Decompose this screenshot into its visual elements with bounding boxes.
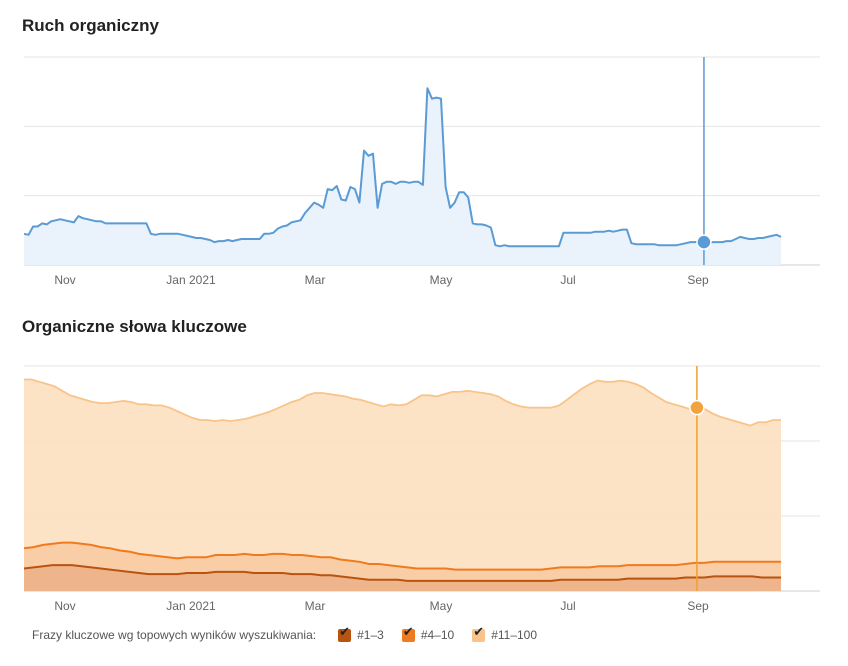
series-line-top3 [23, 564, 781, 582]
checkbox-top100[interactable]: ✔ [472, 625, 486, 642]
keyword-positions-legend: Frazy kluczowe wg topowych wyników wyszu… [32, 625, 555, 643]
x-tick-label: Mar [305, 599, 326, 613]
legend-label-top100: #11–100 [491, 628, 538, 642]
x-tick-label: Sep [687, 273, 709, 287]
legend-item-top10[interactable]: ✔ #4–10 [401, 625, 455, 642]
check-icon: ✔ [402, 623, 414, 639]
legend-label-top3: #1–3 [357, 628, 384, 642]
x-tick-label: May [430, 273, 453, 287]
x-tick-label: Jul [560, 599, 575, 613]
hover-point [696, 234, 712, 250]
series-area-top100 [24, 379, 781, 591]
x-tick-label: May [430, 599, 453, 613]
legend-item-top3[interactable]: ✔ #1–3 [338, 625, 384, 642]
x-tick-label: Sep [687, 599, 709, 613]
series-line-top100 [24, 378, 781, 427]
checkbox-top10[interactable]: ✔ [401, 625, 415, 642]
check-icon: ✔ [473, 623, 485, 639]
x-tick-label: Jan 2021 [166, 599, 216, 613]
keywords-chart-title: Organiczne słowa kluczowe [22, 317, 247, 336]
x-tick-label: Nov [54, 599, 75, 613]
series-area-top3 [24, 565, 781, 591]
series-line-top10 [23, 541, 781, 571]
traffic-chart-title: Ruch organiczny [22, 16, 159, 35]
hover-point [689, 399, 705, 416]
legend-label-top10: #4–10 [420, 628, 455, 642]
x-tick-label: Nov [54, 273, 75, 287]
organic-traffic-chart[interactable]: Nov Jan 2021 Mar May Jul Sep [0, 0, 848, 300]
traffic-line [23, 87, 782, 248]
x-tick-label: Jan 2021 [166, 273, 216, 287]
check-icon: ✔ [339, 623, 351, 639]
legend-item-top100[interactable]: ✔ #11–100 [472, 625, 538, 642]
legend-title: Frazy kluczowe wg topowych wyników wyszu… [32, 628, 317, 642]
checkbox-top3[interactable]: ✔ [338, 625, 352, 642]
x-tick-label: Mar [305, 273, 326, 287]
x-tick-label: Jul [560, 273, 575, 287]
